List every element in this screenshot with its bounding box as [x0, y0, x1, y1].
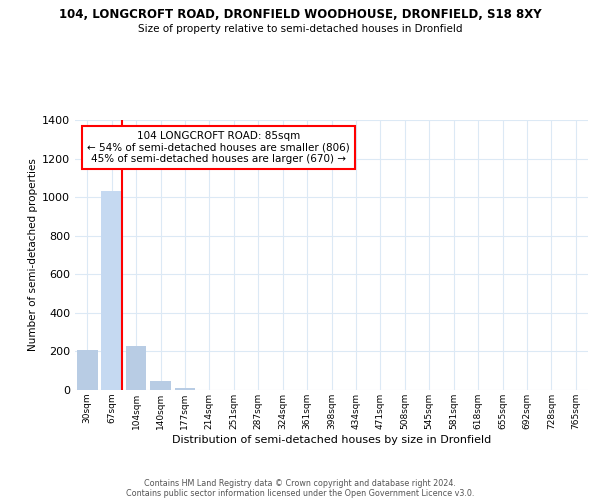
Bar [150, 382, 171, 390]
Text: Size of property relative to semi-detached houses in Dronfield: Size of property relative to semi-detach… [138, 24, 462, 34]
Text: 104, LONGCROFT ROAD, DRONFIELD WOODHOUSE, DRONFIELD, S18 8XY: 104, LONGCROFT ROAD, DRONFIELD WOODHOUSE… [59, 8, 541, 20]
Text: Contains public sector information licensed under the Open Government Licence v3: Contains public sector information licen… [126, 488, 474, 498]
Y-axis label: Number of semi-detached properties: Number of semi-detached properties [28, 158, 38, 352]
Bar [101, 192, 122, 390]
Bar [125, 346, 146, 390]
Text: Contains HM Land Registry data © Crown copyright and database right 2024.: Contains HM Land Registry data © Crown c… [144, 478, 456, 488]
Bar [77, 350, 98, 390]
Bar [175, 388, 196, 390]
Text: 104 LONGCROFT ROAD: 85sqm
← 54% of semi-detached houses are smaller (806)
45% of: 104 LONGCROFT ROAD: 85sqm ← 54% of semi-… [87, 131, 350, 164]
X-axis label: Distribution of semi-detached houses by size in Dronfield: Distribution of semi-detached houses by … [172, 434, 491, 444]
